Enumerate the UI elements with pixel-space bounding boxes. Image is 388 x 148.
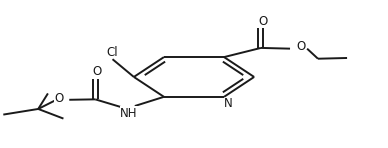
Text: O: O [93, 65, 102, 78]
Text: NH: NH [120, 107, 138, 120]
Text: N: N [224, 97, 233, 110]
Text: O: O [258, 15, 267, 28]
Text: O: O [296, 40, 305, 53]
Text: O: O [54, 92, 63, 105]
Text: Cl: Cl [107, 46, 118, 59]
